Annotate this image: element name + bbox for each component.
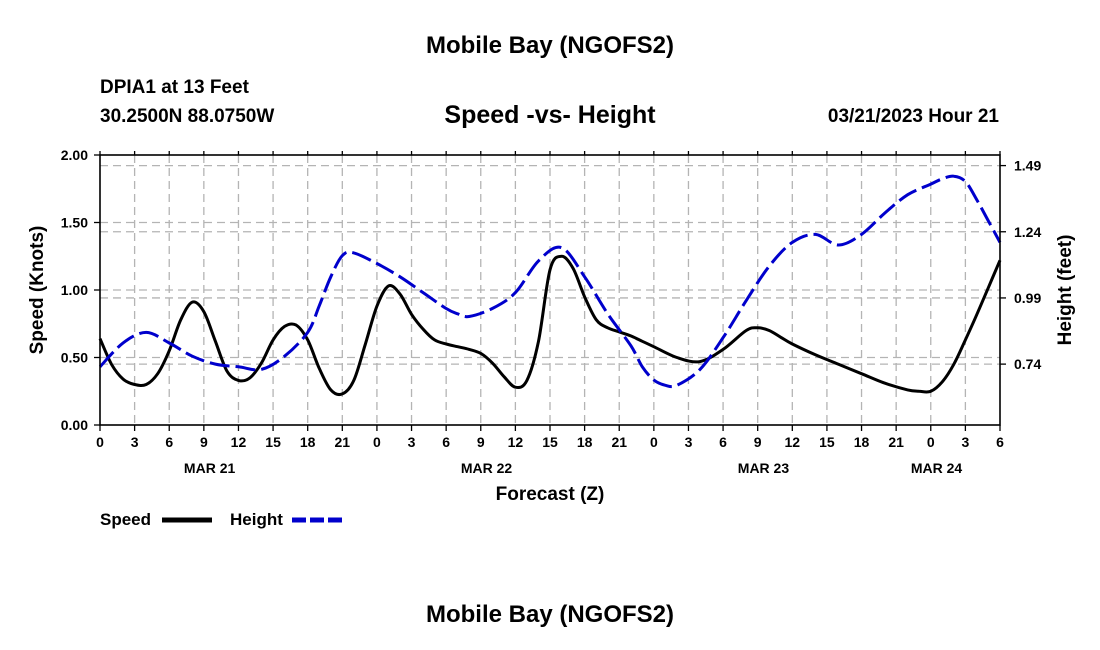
x-tick-label: 15: [819, 434, 835, 450]
page-title-bottom: Mobile Bay (NGOFS2): [425, 601, 675, 628]
x-tick-label: 9: [200, 434, 208, 450]
y-tick-label: 1.00: [61, 282, 88, 298]
x-tick-label: 12: [508, 434, 524, 450]
y-right-tick-label: 0.99: [1014, 290, 1041, 306]
datetime-label: 03/21/2023 Hour 21: [827, 106, 999, 127]
x-tick-label: 6: [996, 434, 1004, 450]
x-tick-label: 6: [165, 434, 173, 450]
day-label: MAR 21: [184, 460, 236, 476]
legend-label-height: Height: [230, 510, 283, 529]
chart-title: Speed -vs- Height: [444, 101, 656, 129]
x-tick-label: 0: [927, 434, 935, 450]
x-tick-label: 21: [888, 434, 904, 450]
x-tick-label: 12: [231, 434, 247, 450]
x-tick-label: 6: [719, 434, 727, 450]
x-tick-label: 0: [96, 434, 104, 450]
y-tick-label: 2.00: [61, 147, 88, 163]
station-label: DPIA1 at 13 Feet: [100, 77, 249, 98]
y-right-tick-label: 1.24: [1014, 224, 1041, 240]
y-right-tick-label: 0.74: [1014, 356, 1041, 372]
grid: [100, 155, 1000, 425]
x-tick-label: 12: [785, 434, 801, 450]
x-tick-label: 3: [131, 434, 139, 450]
x-tick-label: 21: [335, 434, 351, 450]
x-tick-label: 18: [577, 434, 593, 450]
x-tick-label: 15: [542, 434, 558, 450]
x-tick-label: 0: [373, 434, 381, 450]
x-tick-label: 6: [442, 434, 450, 450]
y-axis-title-right: Height (feet): [1055, 235, 1076, 346]
x-tick-label: 0: [650, 434, 658, 450]
x-tick-label: 15: [265, 434, 281, 450]
series-layer: [98, 174, 1002, 397]
day-label: MAR 24: [911, 460, 963, 476]
x-tick-label: 21: [611, 434, 627, 450]
y-tick-label: 0.50: [61, 350, 88, 366]
series-line-height: [98, 174, 1002, 389]
y-tick-label: 1.50: [61, 215, 88, 231]
x-tick-label: 18: [854, 434, 870, 450]
y-axis-title-left: Speed (Knots): [27, 226, 48, 355]
y-right-tick-label: 1.49: [1014, 158, 1041, 174]
axes: 0 3 6 9 12 15 18 21 0 3 6 9 12 15 18 21 0 3 6 9 12 15 18 21 0 3 6 0…: [61, 147, 1042, 476]
legend-label-speed: Speed: [100, 510, 151, 529]
x-tick-label: 3: [961, 434, 969, 450]
x-tick-label: 3: [408, 434, 416, 450]
y-tick-label: 0.00: [61, 417, 88, 433]
page-title-top: Mobile Bay (NGOFS2): [425, 32, 675, 59]
legend: Speed Height: [100, 510, 342, 529]
day-label: MAR 23: [738, 460, 790, 476]
x-tick-label: 9: [477, 434, 485, 450]
coordinates-label: 30.2500N 88.0750W: [100, 106, 275, 127]
x-axis-title: Forecast (Z): [496, 484, 605, 505]
day-label: MAR 22: [461, 460, 513, 476]
series-line-speed: [98, 254, 1002, 397]
x-tick-label: 3: [685, 434, 693, 450]
x-tick-label: 9: [754, 434, 762, 450]
x-tick-label: 18: [300, 434, 316, 450]
